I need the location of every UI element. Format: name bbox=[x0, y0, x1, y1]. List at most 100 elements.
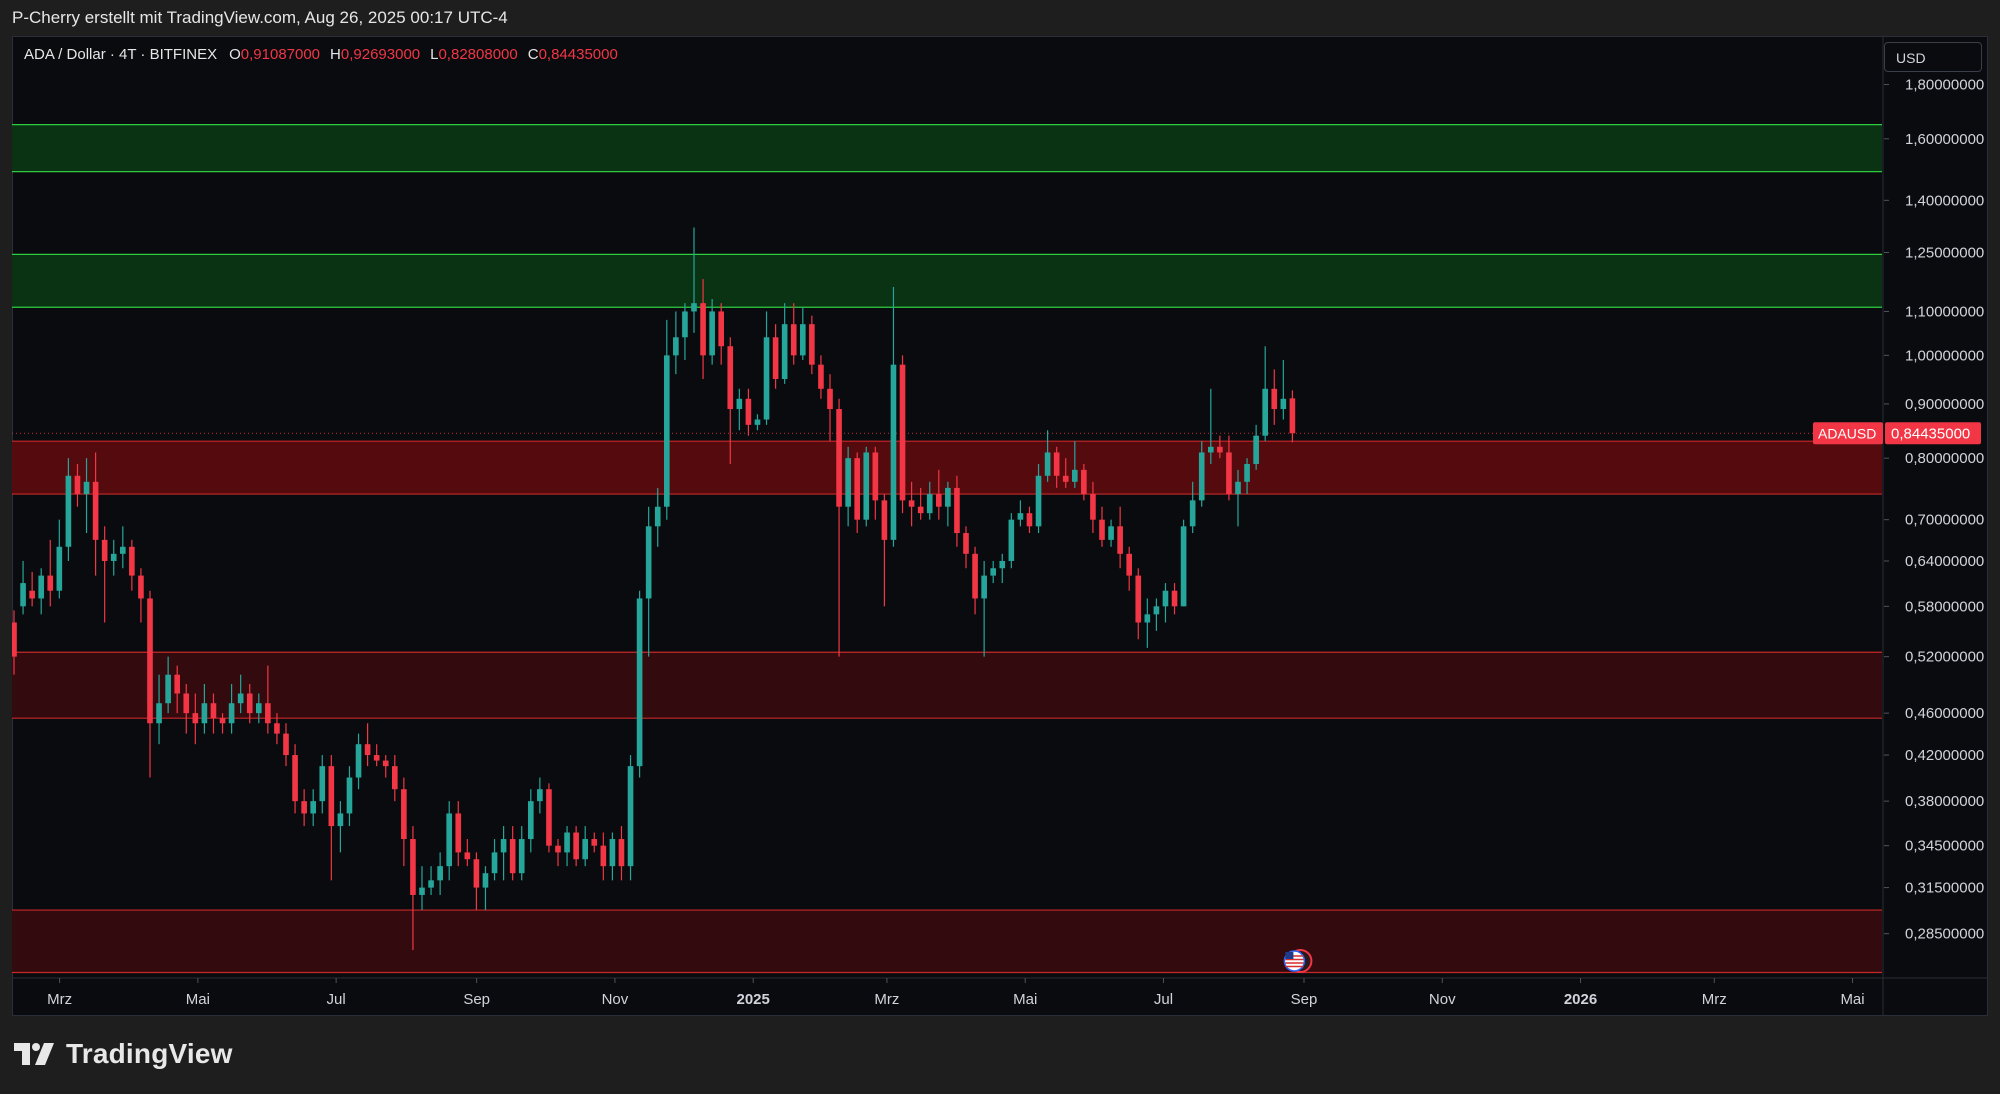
candle-body bbox=[972, 553, 978, 599]
candle bbox=[945, 481, 951, 527]
candle-body bbox=[65, 475, 72, 547]
time-tick-label: 2026 bbox=[1564, 991, 1597, 1008]
candle bbox=[1171, 583, 1178, 615]
candle bbox=[147, 590, 153, 778]
candle bbox=[763, 311, 770, 425]
candle-body bbox=[1108, 526, 1114, 540]
candle-body bbox=[1026, 513, 1033, 527]
time-axis: Mrz Mai Jul Sep Nov 2025 Mrz Mai Jul Sep Nov 2026 Mr… bbox=[47, 978, 1865, 1008]
candle bbox=[310, 789, 317, 827]
currency-selector[interactable]: USD bbox=[1884, 42, 1982, 72]
candle-body bbox=[101, 539, 108, 561]
candle bbox=[337, 801, 344, 853]
candle bbox=[210, 693, 217, 734]
candle bbox=[1117, 506, 1123, 569]
price-tag-symbol-bg bbox=[1813, 422, 1883, 445]
candle bbox=[419, 866, 425, 911]
candle-body bbox=[473, 859, 480, 888]
candle bbox=[74, 463, 81, 507]
candle-body bbox=[727, 346, 734, 410]
candle-body bbox=[799, 324, 806, 356]
candle bbox=[582, 826, 589, 867]
candle bbox=[899, 355, 906, 514]
candle-body bbox=[736, 398, 743, 410]
candle-body bbox=[781, 324, 788, 379]
candle-body bbox=[546, 789, 552, 846]
price-axis: 1,80000000 1,60000000 1,40000000 1,25000000… bbox=[1813, 77, 1984, 943]
candle-body bbox=[1207, 446, 1214, 453]
candle-body bbox=[1008, 519, 1015, 561]
price-tick-label: 1,00000000 bbox=[1905, 347, 1984, 364]
candle-body bbox=[12, 622, 17, 657]
candle-body bbox=[1126, 553, 1133, 576]
candle-body bbox=[1198, 452, 1205, 501]
candle bbox=[509, 826, 516, 881]
chart-frame[interactable] bbox=[12, 36, 1988, 1016]
price-tag-value-bg bbox=[1885, 422, 1981, 445]
candle-body bbox=[192, 713, 199, 724]
resistance-zone bbox=[12, 124, 1882, 172]
candle bbox=[265, 665, 271, 734]
ohlc-legend: ADA / Dollar · 4T · BITFINEX O 0,9108700… bbox=[24, 46, 628, 63]
candle bbox=[446, 801, 453, 881]
symbol-label[interactable]: ADA / Dollar · 4T · BITFINEX bbox=[24, 46, 218, 63]
candle-body bbox=[990, 568, 997, 576]
candle-body bbox=[119, 546, 126, 554]
candle bbox=[246, 684, 253, 724]
zones bbox=[12, 124, 1882, 974]
candle bbox=[917, 487, 924, 520]
time-tick-label: Nov bbox=[1429, 991, 1456, 1008]
candle bbox=[255, 693, 262, 724]
candle bbox=[1126, 546, 1133, 591]
candle bbox=[129, 539, 135, 591]
candle-body bbox=[301, 801, 307, 814]
price-tick-label: 1,60000000 bbox=[1905, 131, 1984, 148]
candle-body bbox=[401, 789, 407, 840]
candlestick-chart[interactable]: 1,80000000 1,60000000 1,40000000 1,25000000… bbox=[12, 36, 1988, 1016]
candle-body bbox=[682, 311, 688, 338]
candle bbox=[818, 355, 824, 399]
candle bbox=[935, 469, 942, 520]
candle-body bbox=[410, 839, 416, 895]
candle-body bbox=[1071, 469, 1078, 482]
candle-body bbox=[391, 766, 398, 790]
price-tick-label: 1,80000000 bbox=[1905, 77, 1984, 94]
candle-body bbox=[1153, 606, 1160, 615]
candle-body bbox=[627, 766, 634, 867]
candle-body bbox=[654, 506, 661, 527]
candle-body bbox=[47, 575, 54, 591]
candle-body bbox=[555, 845, 561, 853]
candle bbox=[482, 866, 489, 911]
candle-body bbox=[527, 801, 534, 840]
candle bbox=[926, 481, 933, 520]
candle-body bbox=[518, 839, 525, 874]
candle-body bbox=[763, 337, 770, 420]
candle bbox=[346, 766, 353, 827]
candle-body bbox=[138, 575, 144, 599]
resistance-zone bbox=[12, 254, 1882, 308]
candle-body bbox=[700, 303, 706, 356]
candle-body bbox=[419, 887, 425, 895]
candle bbox=[990, 560, 997, 584]
price-tick-label: 0,28500000 bbox=[1905, 926, 1984, 943]
candle bbox=[972, 546, 978, 615]
plot-area bbox=[12, 124, 1882, 974]
candle-body bbox=[255, 703, 262, 714]
close-value: 0,84435000 bbox=[538, 46, 618, 63]
candle-body bbox=[772, 337, 779, 379]
candle-body bbox=[1035, 475, 1042, 527]
low-value: 0,82808000 bbox=[438, 46, 518, 63]
candle bbox=[274, 713, 280, 745]
candle bbox=[301, 789, 307, 827]
candle bbox=[537, 777, 543, 814]
candle-body bbox=[310, 801, 317, 814]
candle bbox=[1280, 359, 1287, 420]
candle bbox=[1008, 513, 1015, 569]
time-tick-label: Jul bbox=[1154, 991, 1173, 1008]
support-zone bbox=[12, 910, 1882, 973]
tradingview-logo[interactable]: TradingView bbox=[14, 1036, 233, 1072]
time-tick-label: Mrz bbox=[874, 991, 899, 1008]
candle bbox=[854, 452, 861, 534]
candle bbox=[201, 684, 208, 734]
candle-body bbox=[174, 674, 181, 694]
